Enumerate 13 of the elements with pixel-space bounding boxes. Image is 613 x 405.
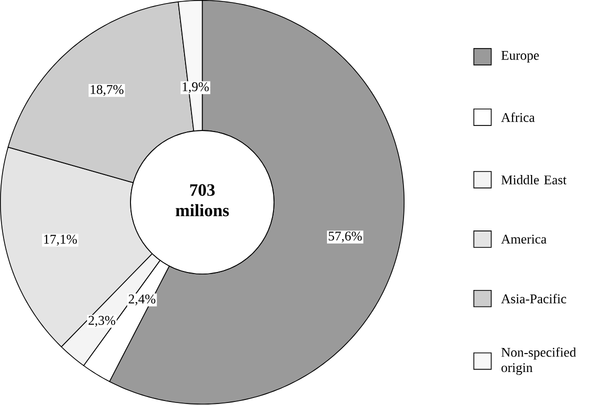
data-label: 1,9% — [182, 82, 209, 94]
data-label: 57,6% — [328, 232, 362, 243]
data-label: 2,4% — [128, 294, 156, 306]
legend-label: Africa — [501, 112, 535, 122]
legend-label: Asia-Pacific — [501, 294, 566, 304]
legend-label: America — [501, 234, 546, 244]
legend-label: Non-specified origin — [501, 348, 576, 376]
data-label: 2,3% — [88, 316, 116, 328]
data-label: 18,7% — [90, 85, 124, 96]
data-label: 17,1% — [44, 234, 77, 246]
legend-label: Middle East — [501, 175, 567, 185]
text: 703 milions — [176, 184, 229, 217]
legend-label: Europe — [501, 51, 539, 63]
